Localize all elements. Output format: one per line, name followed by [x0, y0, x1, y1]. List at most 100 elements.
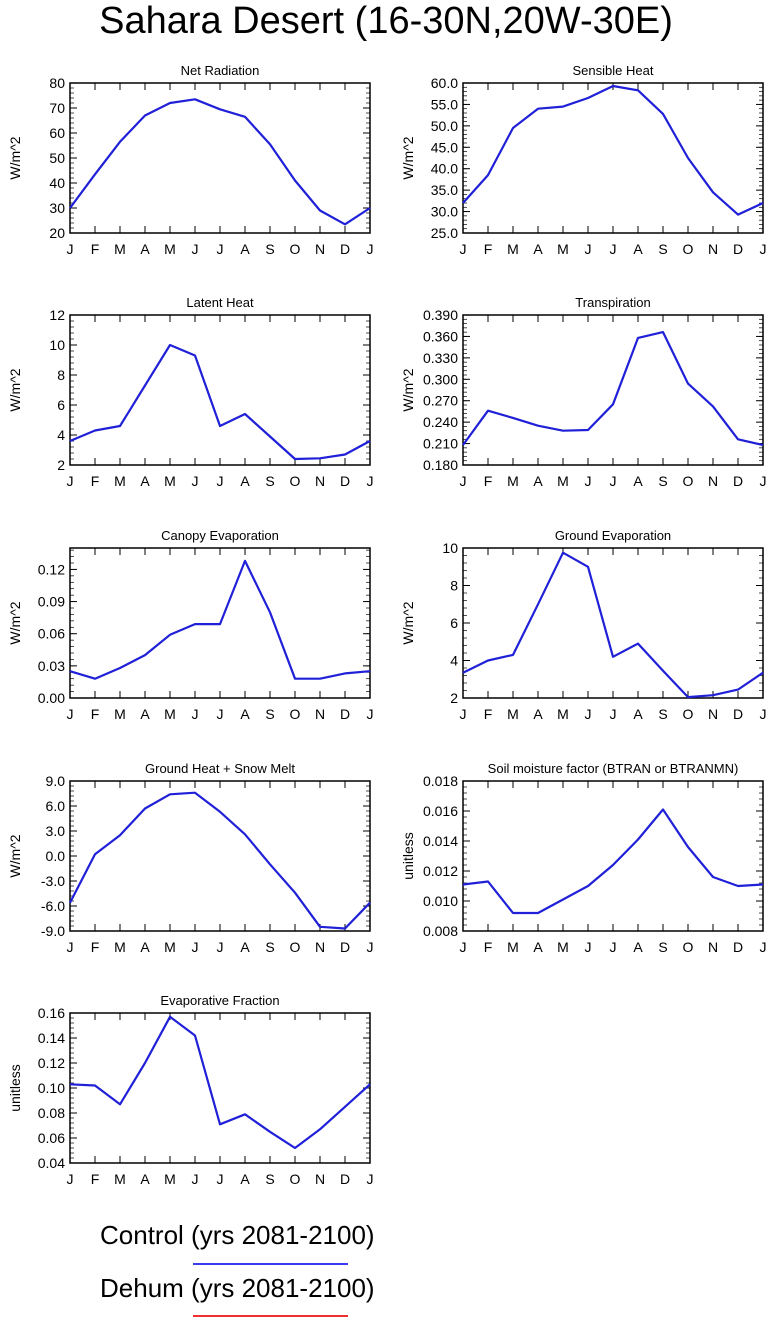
x-tick-label: J — [192, 1171, 199, 1187]
legend-dehum-label: Dehum (yrs 2081-2100) — [100, 1273, 375, 1303]
x-tick-label: A — [533, 706, 543, 722]
y-tick-label: 0.240 — [423, 414, 458, 430]
x-tick-label: D — [733, 706, 743, 722]
x-tick-label: M — [114, 939, 126, 955]
x-tick-label: A — [240, 706, 250, 722]
x-tick-label: J — [367, 1171, 374, 1187]
y-tick-label: 45.0 — [431, 139, 458, 155]
x-tick-label: J — [67, 1171, 74, 1187]
x-tick-label: A — [140, 241, 150, 257]
x-tick-label: J — [217, 1171, 224, 1187]
y-tick-label: 0.270 — [423, 393, 458, 409]
y-tick-label: 0.360 — [423, 328, 458, 344]
x-tick-label: M — [164, 939, 176, 955]
y-tick-label: 0.14 — [38, 1030, 65, 1046]
page-title: Sahara Desert (16-30N,20W-30E) — [99, 0, 673, 42]
y-tick-label: 0.09 — [38, 594, 65, 610]
legend-dehum-line — [193, 1315, 348, 1317]
panel-title: Sensible Heat — [573, 63, 654, 78]
x-tick-label: J — [610, 473, 617, 489]
x-tick-label: D — [340, 706, 350, 722]
y-tick-label: 3.0 — [46, 823, 66, 839]
x-tick-label: O — [290, 939, 301, 955]
x-tick-label: A — [240, 241, 250, 257]
x-tick-label: D — [340, 473, 350, 489]
x-tick-label: A — [240, 1171, 250, 1187]
x-tick-label: D — [340, 939, 350, 955]
x-tick-label: N — [708, 473, 718, 489]
x-tick-label: N — [315, 939, 325, 955]
x-tick-label: O — [290, 473, 301, 489]
x-tick-label: J — [367, 939, 374, 955]
y-tick-label: 25.0 — [431, 225, 458, 241]
panel-title: Latent Heat — [186, 295, 254, 310]
x-tick-label: J — [217, 939, 224, 955]
y-tick-label: 10 — [49, 337, 65, 353]
y-tick-label: 12 — [49, 307, 65, 323]
y-tick-label: 0.210 — [423, 436, 458, 452]
x-tick-label: J — [217, 473, 224, 489]
x-tick-label: A — [633, 241, 643, 257]
x-tick-label: O — [290, 241, 301, 257]
y-tick-label: 30.0 — [431, 204, 458, 220]
y-tick-label: 0.390 — [423, 307, 458, 323]
x-tick-label: N — [708, 706, 718, 722]
y-tick-label: 40.0 — [431, 161, 458, 177]
x-tick-label: J — [760, 706, 767, 722]
x-tick-label: M — [114, 473, 126, 489]
y-tick-label: 0.330 — [423, 350, 458, 366]
x-tick-label: N — [315, 706, 325, 722]
x-tick-label: J — [192, 706, 199, 722]
y-tick-label: 0.180 — [423, 457, 458, 473]
y-tick-label: -6.0 — [41, 898, 65, 914]
x-tick-label: D — [340, 1171, 350, 1187]
y-tick-label: -9.0 — [41, 923, 65, 939]
x-tick-label: M — [164, 706, 176, 722]
y-tick-label: 0.04 — [38, 1155, 65, 1171]
x-tick-label: A — [140, 473, 150, 489]
x-tick-label: J — [67, 241, 74, 257]
x-tick-label: D — [340, 241, 350, 257]
x-tick-label: N — [315, 1171, 325, 1187]
y-axis-label: W/m^2 — [7, 834, 23, 877]
x-tick-label: O — [683, 939, 694, 955]
plot-frame — [462, 314, 764, 466]
y-tick-label: 10 — [442, 540, 458, 556]
y-tick-label: 0.018 — [423, 773, 458, 789]
x-tick-label: S — [265, 241, 274, 257]
x-tick-label: A — [633, 706, 643, 722]
x-tick-label: M — [507, 473, 519, 489]
x-tick-label: N — [708, 241, 718, 257]
panel-title: Ground Heat + Snow Melt — [145, 761, 295, 776]
y-tick-label: 2 — [57, 457, 65, 473]
x-tick-label: J — [192, 473, 199, 489]
x-tick-label: J — [367, 473, 374, 489]
x-tick-label: J — [217, 241, 224, 257]
panel-title: Soil moisture factor (BTRAN or BTRANMN) — [488, 761, 739, 776]
y-axis-label: unitless — [400, 832, 416, 879]
y-tick-label: 0.00 — [38, 690, 65, 706]
x-tick-label: O — [683, 706, 694, 722]
y-tick-label: 35.0 — [431, 182, 458, 198]
x-tick-label: A — [533, 473, 543, 489]
x-tick-label: M — [164, 241, 176, 257]
x-tick-label: J — [192, 241, 199, 257]
panel-title: Ground Evaporation — [555, 528, 671, 543]
x-tick-label: M — [164, 1171, 176, 1187]
x-tick-label: F — [91, 241, 100, 257]
x-tick-label: J — [585, 241, 592, 257]
y-tick-label: 60.0 — [431, 75, 458, 91]
x-tick-label: J — [367, 706, 374, 722]
plot-frame — [69, 780, 371, 932]
series-line — [69, 343, 371, 461]
x-tick-label: A — [633, 939, 643, 955]
x-tick-label: J — [760, 939, 767, 955]
y-tick-label: 0.06 — [38, 1130, 65, 1146]
series-line — [69, 559, 371, 680]
x-tick-label: D — [733, 241, 743, 257]
x-tick-label: N — [315, 473, 325, 489]
plot-frame — [69, 82, 371, 234]
y-tick-label: 0.014 — [423, 833, 458, 849]
x-tick-label: J — [367, 241, 374, 257]
x-tick-label: A — [240, 939, 250, 955]
